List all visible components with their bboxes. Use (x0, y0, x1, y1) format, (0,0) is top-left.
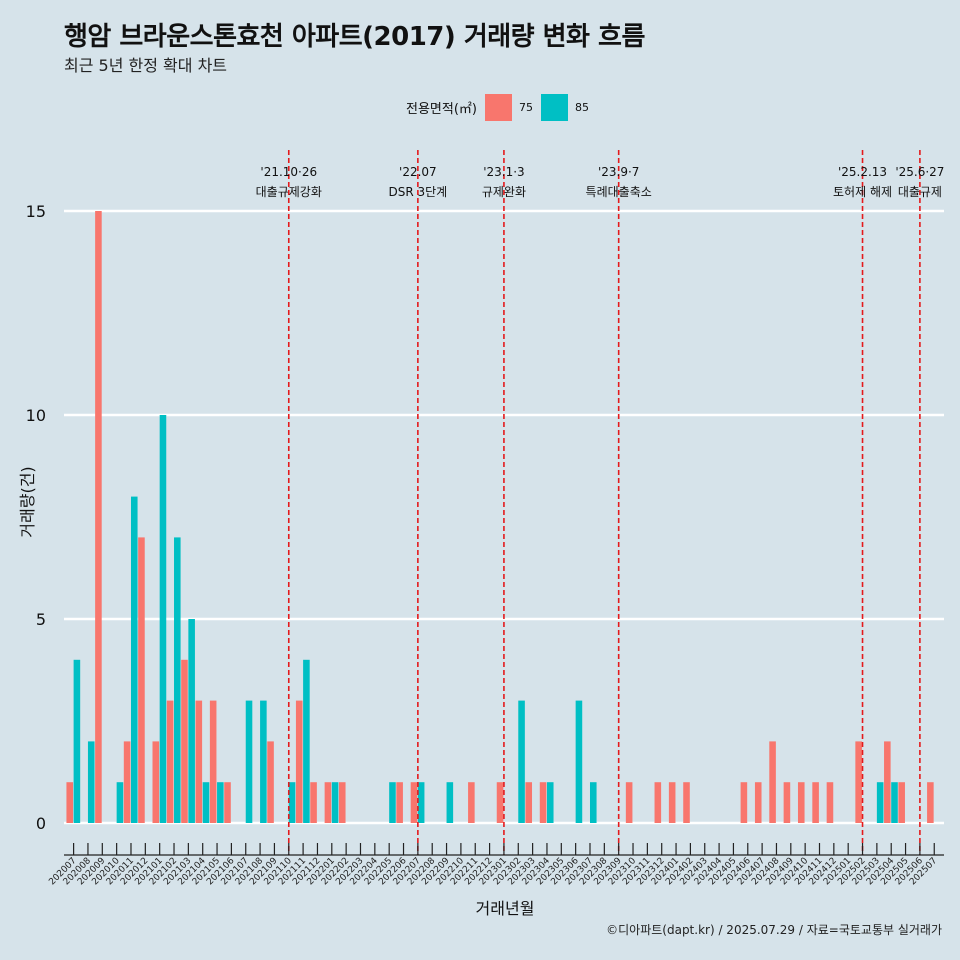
event-date-5: '25.2.13 (838, 165, 887, 179)
event-annotations: '21.10·26 대출규제강화 '22.07 DSR 3단계 '23.1·3 규제완화 '… (256, 165, 945, 199)
bar-85-202103 (188, 619, 195, 823)
bar-85-202205 (389, 782, 396, 823)
bar-85-202105 (217, 782, 224, 823)
bar-85-202104 (202, 782, 210, 823)
bar-75-202201 (324, 782, 332, 823)
bar-75-202112 (310, 782, 317, 823)
bar-75-202101 (152, 741, 160, 823)
y-axis-ticks: 0 5 10 15 (26, 202, 46, 833)
bar-75-202105 (209, 700, 217, 823)
event-label-1: 대출규제강화 (256, 185, 322, 199)
bar-85-202110 (288, 782, 296, 823)
bar-75-202009 (95, 211, 102, 823)
bar-75-202102 (166, 700, 174, 823)
bar-75-202507 (927, 782, 934, 823)
event-date-1: '21.10·26 (260, 165, 317, 179)
event-date-4: '23.9·7 (598, 165, 639, 179)
bar-75-202411 (812, 782, 819, 823)
bar-75-202406 (740, 782, 748, 823)
bar-85-202107 (245, 700, 253, 823)
source-caption: ©디아파트(dapt.kr) / 2025.07.29 / 자료=국토교통부 실… (606, 923, 942, 937)
bar-85-202111 (303, 659, 310, 823)
bar-75-202401 (668, 782, 676, 823)
bar-75-202303 (525, 782, 533, 823)
bar-75-202106 (224, 782, 231, 823)
bar-75-202202 (338, 782, 346, 823)
bar-75-202109 (267, 741, 274, 823)
bar-85-202108 (260, 700, 267, 823)
bars (66, 211, 934, 823)
bar-85-202306 (575, 700, 583, 823)
legend-item-75: 75 (484, 93, 533, 121)
x-axis: 2020072020082020092020102020112020122021… (47, 843, 944, 887)
bar-75-202206 (396, 782, 403, 823)
bar-85-202101 (159, 415, 167, 823)
bar-75-202103 (181, 659, 188, 823)
bar-85-202307 (589, 782, 597, 823)
bar-75-202007 (66, 782, 74, 823)
bar-75-202410 (797, 782, 805, 823)
event-label-6: 대출규제 (898, 185, 942, 199)
bar-75-202301 (496, 782, 504, 823)
bar-75-202011 (123, 741, 131, 823)
bar-75-202408 (769, 741, 776, 823)
event-date-6: '25.6·27 (895, 165, 944, 179)
bar-85-202010 (116, 782, 124, 823)
bar-75-202111 (295, 700, 303, 823)
y-axis-title: 거래량(건) (18, 466, 37, 537)
legend-item-85: 85 (540, 93, 589, 121)
bar-75-202207 (410, 782, 418, 823)
bar-75-202504 (884, 741, 891, 823)
y-tick-label-0: 0 (36, 814, 46, 833)
event-label-3: 규제완화 (482, 185, 526, 199)
bar-85-202007 (73, 659, 81, 823)
y-tick-label-15: 15 (26, 202, 46, 221)
bar-85-202207 (417, 782, 425, 823)
event-label-4: 특례대출축소 (586, 185, 652, 199)
bar-75-202312 (654, 782, 662, 823)
bar-75-202402 (683, 782, 690, 823)
bar-85-202304 (546, 782, 554, 823)
event-label-2: DSR 3단계 (388, 185, 447, 199)
event-date-3: '23.1·3 (483, 165, 524, 179)
bar-85-202008 (87, 741, 95, 823)
bar-75-202409 (783, 782, 791, 823)
event-label-5: 토허제 해제 (833, 185, 892, 199)
legend: 전용면적(㎡) 75 85 (406, 93, 597, 121)
event-date-2: '22.07 (399, 165, 437, 179)
chart-subtitle: 최근 5년 한정 확대 차트 (64, 56, 228, 75)
bar-75-202310 (625, 782, 633, 823)
bar-75-202211 (468, 782, 475, 823)
legend-title: 전용면적(㎡) (406, 101, 477, 117)
legend-label-75: 75 (518, 100, 533, 114)
bar-75-202407 (754, 782, 762, 823)
legend-label-85: 85 (574, 100, 589, 114)
bar-85-202011 (130, 496, 138, 823)
legend-swatch-75 (484, 93, 512, 121)
y-tick-label-10: 10 (26, 406, 46, 425)
bar-85-202503 (876, 782, 884, 823)
chart-title: 행암 브라운스톤효천 아파트(2017) 거래량 변화 흐름 (64, 22, 645, 52)
bar-85-202302 (518, 700, 525, 823)
bar-85-202102 (174, 537, 181, 823)
bar-75-202505 (898, 782, 905, 823)
bar-85-202209 (446, 782, 454, 823)
bar-85-202504 (891, 782, 898, 823)
bar-75-202012 (138, 537, 145, 823)
bar-75-202502 (855, 741, 862, 823)
bar-75-202412 (826, 782, 834, 823)
bar-75-202104 (195, 700, 203, 823)
x-axis-title: 거래년월 (476, 899, 535, 918)
y-tick-label-5: 5 (36, 610, 46, 629)
event-lines (287, 150, 921, 855)
legend-swatch-85 (540, 93, 568, 121)
bar-85-202201 (331, 782, 339, 823)
bar-75-202304 (539, 782, 547, 823)
